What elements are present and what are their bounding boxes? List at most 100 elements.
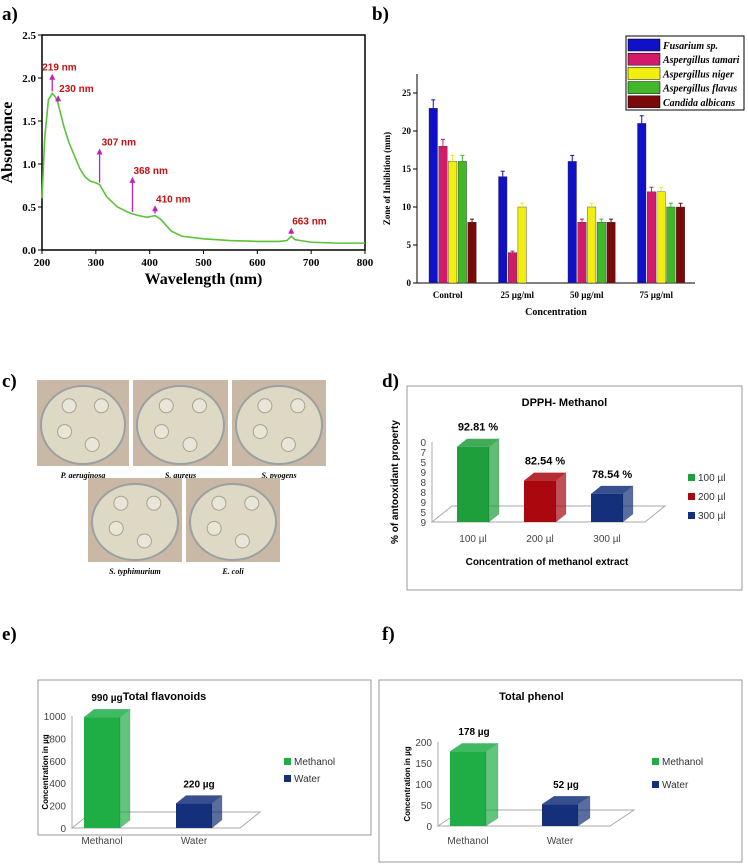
x-axis-label: Concentration: [525, 307, 587, 318]
bar-top: [591, 485, 633, 494]
arrow-head: [49, 73, 56, 80]
y-tick-label: 200: [415, 738, 432, 749]
bar: [448, 161, 458, 284]
arrow-head: [152, 205, 159, 212]
bar: [498, 176, 508, 284]
error-bar: [678, 202, 683, 207]
inhibition-zone: [57, 424, 73, 440]
error-bar: [589, 202, 594, 207]
bar-top: [450, 743, 498, 752]
bar: [438, 145, 448, 284]
bar: [596, 221, 606, 284]
legend-label: Aspergillus niger: [662, 69, 734, 80]
y-tick-label: 100: [415, 780, 432, 791]
bar: [508, 252, 517, 284]
error-bar: [599, 218, 604, 223]
y-tick-label: 400: [49, 779, 66, 790]
x-tick-label: 600: [249, 257, 266, 269]
legend-swatch: [652, 758, 659, 765]
y-tick-label: 0: [420, 438, 426, 449]
bar-top: [176, 795, 222, 804]
inhibition-zone: [182, 437, 198, 452]
petri-dish: [136, 385, 225, 465]
inhibition-zone: [280, 437, 296, 452]
error-bar: [450, 154, 455, 162]
inhibition-zone: [290, 398, 306, 414]
legend-label: 100 µl: [698, 473, 725, 484]
y-tick-label: 1.5: [22, 116, 36, 128]
error-bar: [470, 218, 475, 223]
y-tick-label: 800: [49, 734, 66, 745]
bar: [577, 221, 587, 284]
inhibition-zone: [113, 495, 129, 511]
inhibition-zone: [244, 495, 260, 511]
data-label: 220 µg: [183, 779, 214, 790]
x-tick-label: 800: [357, 257, 374, 269]
y-tick-label: 5: [420, 458, 426, 469]
legend-swatch: [627, 81, 661, 94]
panel-label: e): [2, 624, 17, 645]
bar: [542, 804, 578, 826]
data-label: 82.54 %: [525, 456, 566, 468]
arrow-head: [55, 95, 62, 102]
petri-dish: [235, 385, 323, 465]
error-bar: [460, 154, 465, 162]
data-label: 52 µg: [553, 780, 579, 791]
chart-box: [378, 679, 743, 863]
bar: [637, 123, 647, 284]
inhibition-zone: [192, 398, 207, 414]
y-tick-label: 9: [420, 468, 426, 479]
plate-label: S. typhimurium: [109, 567, 161, 576]
error-bar: [520, 202, 525, 207]
x-tick-label: 100 µl: [459, 534, 486, 545]
error-bar: [609, 218, 614, 223]
y-tick-label: 8: [420, 478, 426, 489]
chart-floor: [430, 505, 667, 523]
bar: [517, 206, 527, 284]
legend-label: Aspergillus tamari: [662, 55, 740, 66]
legend-swatch: [284, 758, 291, 765]
bar: [676, 206, 685, 284]
x-tick-label: Water: [547, 836, 574, 847]
y-tick-label: 5: [407, 240, 412, 250]
x-tick-label: 300 µl: [593, 534, 620, 545]
y-tick-label: 1.0: [22, 159, 36, 171]
chart-title: DPPH- Methanol: [522, 397, 608, 409]
bar: [666, 206, 676, 284]
y-tick-label: 8: [420, 488, 426, 499]
bar-side: [485, 742, 499, 827]
error-bar: [440, 138, 445, 147]
data-label: 92.81 %: [458, 422, 499, 434]
data-label: 990 µg: [91, 693, 122, 704]
inhibition-zone: [146, 495, 162, 511]
petri-dish: [40, 385, 126, 465]
inhibition-zone: [234, 533, 250, 549]
error-bar: [500, 170, 505, 177]
inhibition-zone: [206, 520, 222, 536]
bar: [450, 751, 486, 826]
y-tick-label: 15: [402, 164, 412, 174]
legend-label: 300 µl: [698, 511, 725, 522]
legend-label: Methanol: [294, 757, 335, 768]
legend-label: Water: [662, 780, 689, 791]
x-tick-label: Methanol: [447, 836, 488, 847]
x-tick-label: 200 µl: [526, 534, 553, 545]
y-tick-label: 0: [426, 822, 432, 833]
legend-swatch: [627, 38, 661, 52]
legend-label: Candida albicans: [663, 98, 735, 109]
inhibition-zone: [61, 398, 77, 414]
bar-side: [488, 437, 500, 524]
error-bar: [659, 186, 664, 192]
y-axis-label: Absorbance: [0, 102, 16, 184]
x-tick-label: Methanol: [81, 836, 122, 847]
x-tick-label: 75 µg/ml: [640, 290, 674, 300]
bar-side: [577, 795, 591, 827]
panel-label: b): [372, 4, 389, 25]
legend-swatch: [652, 781, 659, 788]
inhibition-zone: [93, 398, 109, 414]
y-axis-label: % of antooxidant property: [390, 420, 401, 544]
y-axis-label: Concentration in µg: [41, 734, 50, 809]
bar: [176, 803, 212, 828]
bar: [467, 221, 477, 284]
